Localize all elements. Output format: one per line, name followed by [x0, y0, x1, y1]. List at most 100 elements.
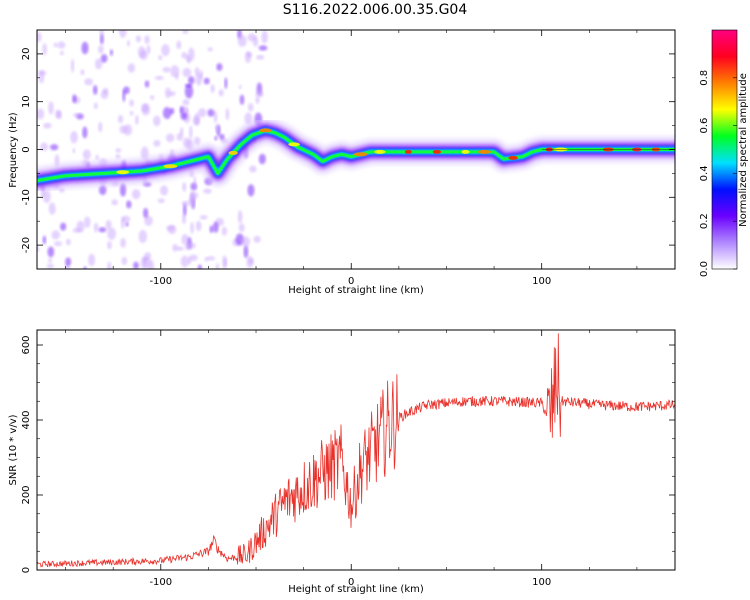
spectral-noise-blob	[182, 182, 187, 192]
spectral-noise-blob	[47, 246, 55, 258]
spectral-hotspot	[478, 149, 492, 154]
snr-x-tick-label: 0	[348, 577, 354, 588]
spectral-noise-blob	[82, 149, 91, 160]
spectral-noise-blob	[193, 176, 197, 188]
spectral-noise-blob	[98, 185, 107, 196]
spectral-noise-blob	[120, 238, 126, 248]
spectral-noise-blob	[165, 133, 175, 143]
spectral-noise-blob	[253, 235, 261, 243]
spectral-noise-blob	[138, 229, 148, 244]
snr-background	[37, 330, 675, 570]
spectral-noise-blob	[80, 69, 85, 76]
colorbar-tick-label: 0.4	[699, 165, 710, 181]
colorbar-tick-label: 0.8	[699, 70, 710, 86]
spectral-noise-blob	[176, 132, 184, 141]
spectral-noise-blob	[225, 108, 230, 121]
spectral-noise-blob	[247, 184, 255, 197]
spectral-noise-blob	[81, 41, 89, 55]
spectral-noise-blob	[107, 227, 116, 240]
spectral-noise-blob	[238, 85, 242, 90]
spectral-noise-blob	[37, 108, 45, 120]
spectral-noise-blob	[216, 63, 223, 71]
spectral-noise-blob	[255, 90, 264, 98]
spectral-noise-blob	[98, 45, 104, 54]
spectral-noise-blob	[105, 219, 112, 230]
spectral-noise-blob	[198, 108, 207, 118]
spectral-noise-blob	[83, 266, 87, 269]
spectral-noise-blob	[135, 35, 142, 43]
spectral-noise-blob	[143, 207, 149, 219]
spectral-noise-blob	[203, 188, 212, 194]
spectral-noise-blob	[95, 154, 99, 161]
spectral-noise-blob	[99, 33, 104, 45]
spectral-hotspot	[259, 128, 272, 133]
spectral-noise-blob	[184, 243, 190, 251]
spectral-noise-blob	[224, 77, 228, 90]
spectral-noise-blob	[188, 47, 195, 62]
spectral-noise-blob	[117, 114, 124, 124]
spectral-noise-blob	[60, 222, 67, 231]
spectral-noise-blob	[129, 99, 134, 107]
spectral-noise-blob	[214, 124, 220, 132]
spectral-noise-blob	[135, 115, 139, 125]
spectral-noise-blob	[162, 66, 171, 73]
spectral-noise-blob	[65, 238, 71, 246]
spectral-noise-blob	[153, 115, 161, 127]
spectral-noise-blob	[72, 148, 76, 154]
spectrogram-y-axis-label: Frequency (Hz)	[8, 112, 19, 188]
snr-y-tick-label: 200	[21, 485, 32, 504]
spectral-noise-blob	[219, 133, 225, 140]
spectral-noise-blob	[126, 200, 132, 209]
spectral-noise-blob	[182, 67, 192, 78]
spectral-noise-blob	[42, 235, 47, 245]
spectral-noise-blob	[43, 122, 52, 129]
spectral-noise-blob	[123, 86, 130, 95]
spectral-noise-blob	[188, 254, 198, 262]
spectral-noise-blob	[98, 227, 107, 233]
spectral-noise-blob	[137, 46, 146, 59]
spectral-noise-blob	[182, 99, 190, 106]
spectral-noise-blob	[249, 165, 257, 173]
spectrogram-frame	[36, 29, 676, 270]
spectral-noise-blob	[212, 221, 219, 233]
spectral-noise-blob	[239, 94, 245, 105]
snr-y-axis-label: SNR (10 * v/v)	[8, 414, 19, 485]
spectral-noise-blob	[188, 76, 195, 85]
spectral-noise-blob	[141, 103, 151, 116]
spectral-noise-blob	[133, 261, 139, 269]
spectral-noise-blob	[40, 142, 49, 152]
spectral-noise-blob	[181, 200, 189, 206]
spectral-noise-blob	[121, 215, 131, 223]
spectral-noise-blob	[193, 136, 201, 146]
spectrogram-heat-layer	[37, 30, 675, 269]
spectral-noise-blob	[199, 70, 204, 80]
spectral-noise-blob	[53, 241, 63, 247]
spectral-noise-blob	[184, 83, 192, 88]
spectrogram-x-tick-label: 100	[532, 276, 551, 287]
spectral-noise-blob	[209, 225, 214, 233]
spectral-noise-blob	[213, 110, 218, 123]
spectral-noise-blob	[190, 191, 199, 200]
spectral-noise-blob	[243, 245, 249, 259]
spectral-noise-blob	[247, 103, 254, 112]
colorbar-tick-label: 0.2	[699, 213, 710, 229]
spectral-noise-blob	[238, 223, 245, 233]
spectral-noise-blob	[144, 35, 150, 44]
spectral-noise-blob	[121, 257, 128, 266]
spectral-noise-blob	[180, 255, 189, 268]
spectral-noise-blob	[109, 49, 114, 56]
spectral-hotspot	[163, 164, 178, 169]
spectral-noise-blob	[144, 215, 153, 226]
spectral-noise-blob	[111, 199, 118, 206]
spectral-noise-blob	[115, 148, 122, 153]
spectral-noise-blob	[256, 55, 265, 60]
snr-frame	[36, 329, 676, 571]
spectral-noise-blob	[237, 210, 243, 224]
spectral-noise-blob	[203, 77, 210, 85]
spectral-noise-blob	[46, 263, 54, 269]
spectral-noise-blob	[93, 222, 99, 233]
spectrogram-y-tick-label: -10	[21, 189, 32, 205]
spectral-noise-blob	[244, 112, 253, 125]
